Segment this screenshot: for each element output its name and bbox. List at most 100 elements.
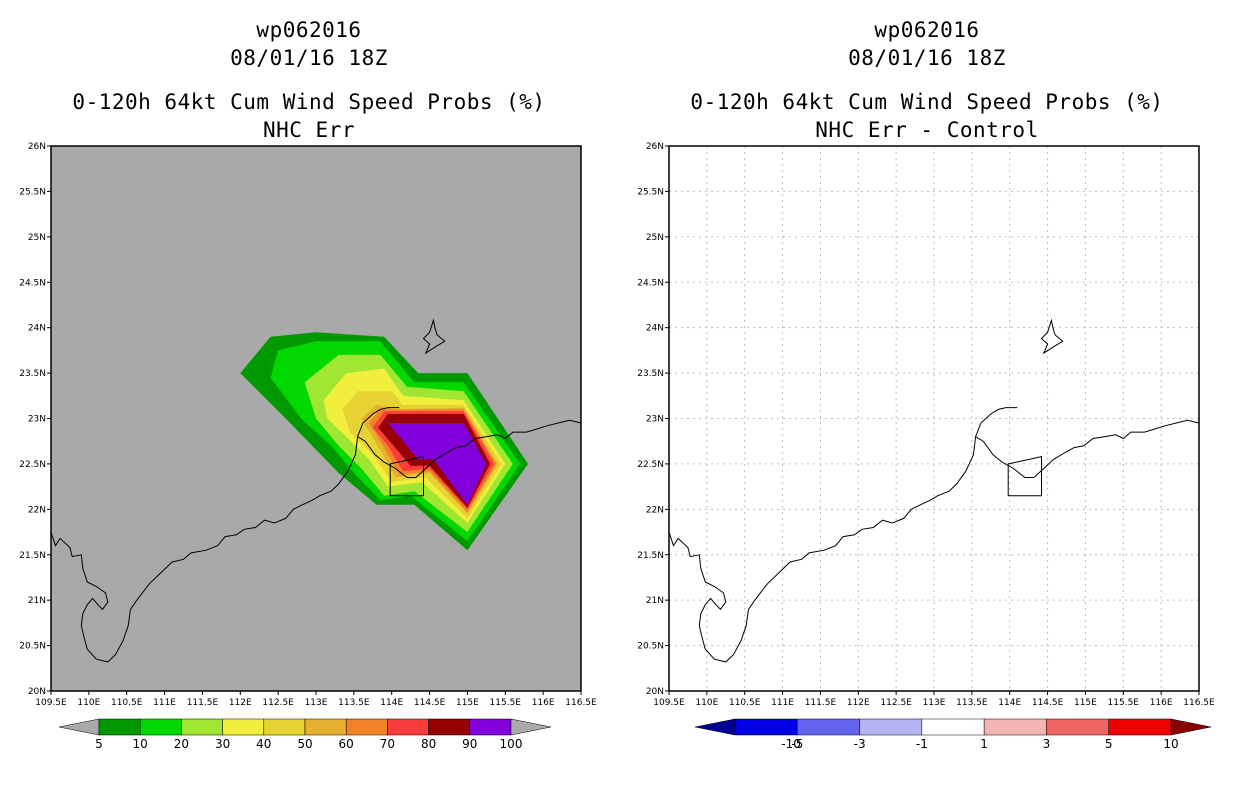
probability-contours (240, 332, 529, 551)
colorbar-label: 90 (462, 737, 477, 751)
x-tick-label: 112E (229, 698, 252, 708)
y-tick-label: 25.5N (19, 187, 46, 197)
y-tick-label: 25N (646, 233, 664, 243)
x-tick-label: 116E (1150, 698, 1173, 708)
colorbar-box (921, 718, 985, 736)
y-tick-label: 24.5N (19, 278, 46, 288)
colorbar-box (98, 718, 141, 736)
x-tick-label: 115E (456, 698, 479, 708)
y-tick-label: 21N (646, 596, 664, 606)
x-tick-label: 116.5E (1183, 698, 1215, 708)
colorbar-box (1108, 718, 1172, 736)
product-title: 0-120h 64kt Cum Wind Speed Probs (%) (72, 90, 546, 114)
y-tick-label: 26N (646, 142, 664, 152)
colorbar-box (428, 718, 471, 736)
colorbar-label: 3 (1043, 737, 1051, 751)
y-tick-label: 22N (646, 505, 664, 515)
colorbar-box (734, 718, 798, 736)
x-tick-label: 112.5E (880, 698, 912, 708)
reservoir-outline (1040, 318, 1064, 355)
y-tick-label: 23N (28, 415, 46, 425)
difference-map: 109.5E 110E 110.5E 111E 111.5E 112E 112.5E 113E… (637, 142, 1215, 751)
x-tick-label: 112.5E (262, 698, 294, 708)
colorbar-label: 60 (339, 737, 354, 751)
x-tick-label: 116E (532, 698, 555, 708)
y-tick-label: 21.5N (637, 551, 664, 561)
colorbar-label: 5 (1105, 737, 1113, 751)
y-tick-label: 24N (28, 324, 46, 334)
x-tick-label: 111.5E (187, 698, 219, 708)
x-tick-label: 113E (923, 698, 946, 708)
colorbar-box (139, 718, 182, 736)
probability-map: 109.5E 110E 110.5E 111E 111.5E 112E 112.5E 113E… (19, 142, 597, 751)
storm-id: wp062016 (256, 18, 362, 42)
y-tick-label: 23N (646, 415, 664, 425)
colorbar-box (304, 718, 347, 736)
colorbar: 5 10 20 30 40 50 60 70 80 90 100 (58, 718, 552, 751)
coastline (668, 419, 1200, 663)
left-panel: wp062016 08/01/16 18Z 0-120h 64kt Cum Wi… (19, 18, 597, 751)
coastline-group (50, 318, 582, 663)
coastline-group (668, 318, 1200, 663)
colorbar-label: 20 (174, 737, 189, 751)
colorbar-box (181, 718, 223, 736)
colorbar-label: 1 (980, 737, 988, 751)
pearl-river-estuary (357, 407, 400, 437)
x-tick-label: 113.5E (956, 698, 988, 708)
colorbar-box (983, 718, 1047, 736)
axis-labels: 109.5E 110E 110.5E 111E 111.5E 112E 112.5E 113E… (19, 142, 597, 708)
y-tick-label: 21.5N (19, 551, 46, 561)
y-tick-label: 20N (646, 687, 664, 697)
y-tick-label: 22.5N (19, 460, 46, 470)
colorbar-label: 80 (421, 737, 436, 751)
y-tick-label: 21N (28, 596, 46, 606)
colorbar-over-triangle (1170, 718, 1212, 736)
hong-kong-boundary (389, 456, 425, 497)
coastline (50, 419, 582, 663)
colorbar-label: 70 (380, 737, 395, 751)
product-subtitle: NHC Err - Control (815, 118, 1039, 142)
gridlines (669, 146, 1199, 691)
colorbar-under-triangle (58, 718, 100, 736)
contour-90pct (387, 423, 487, 505)
colorbar-over-triangle (510, 718, 552, 736)
x-tick-label: 109.5E (653, 698, 685, 708)
storm-id: wp062016 (874, 18, 980, 42)
colorbar-box (222, 718, 265, 736)
forecast-datetime: 08/01/16 18Z (848, 46, 1006, 70)
product-title: 0-120h 64kt Cum Wind Speed Probs (%) (690, 90, 1164, 114)
x-tick-label: 109.5E (35, 698, 67, 708)
x-tick-label: 110.5E (111, 698, 143, 708)
colorbar-box (797, 718, 860, 736)
y-tick-label: 26N (28, 142, 46, 152)
x-tick-label: 113.5E (338, 698, 370, 708)
colorbar-label: -5 (791, 737, 803, 751)
y-tick-label: 24N (646, 324, 664, 334)
colorbar: -10-5 -3 -1 1 3 5 10 (694, 718, 1212, 751)
reservoir-outline (422, 318, 446, 355)
colorbar-label: 100 (500, 737, 523, 751)
colorbar-label: 30 (215, 737, 230, 751)
x-tick-label: 115.5E (1108, 698, 1140, 708)
pearl-river-estuary (975, 407, 1018, 437)
colorbar-box (263, 718, 306, 736)
x-tick-label: 111.5E (805, 698, 837, 708)
colorbar-label: 5 (95, 737, 103, 751)
x-tick-label: 110E (695, 698, 718, 708)
colorbar-label: 10 (133, 737, 148, 751)
colorbar-label: 40 (256, 737, 271, 751)
hong-kong-boundary (1007, 456, 1043, 497)
colorbar-box (859, 718, 923, 736)
axis-labels: 109.5E 110E 110.5E 111E 111.5E 112E 112.5E 113E… (637, 142, 1215, 708)
colorbar-label: 50 (297, 737, 312, 751)
x-tick-label: 114.5E (414, 698, 446, 708)
y-tick-label: 24.5N (637, 278, 664, 288)
y-tick-label: 22.5N (637, 460, 664, 470)
x-tick-label: 115E (1074, 698, 1097, 708)
colorbar-label: -1 (916, 737, 928, 751)
colorbar-under-triangle (694, 718, 736, 736)
x-tick-label: 112E (847, 698, 870, 708)
x-tick-label: 114.5E (1032, 698, 1064, 708)
x-tick-label: 111E (771, 698, 794, 708)
y-tick-label: 20.5N (19, 642, 46, 652)
